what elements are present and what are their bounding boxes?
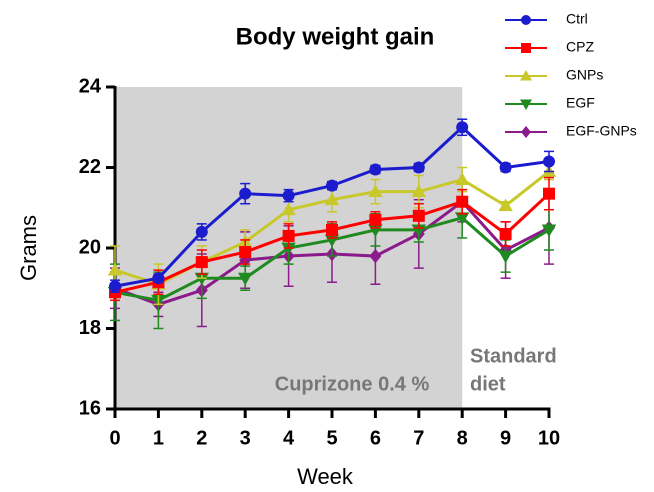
legend-marker: [521, 15, 531, 25]
annotation: diet: [470, 373, 506, 395]
data-point: [543, 155, 555, 168]
legend-label: EGF: [566, 95, 595, 111]
data-point: [239, 246, 252, 259]
data-point: [326, 179, 338, 192]
data-point: [411, 184, 426, 198]
data-point: [456, 195, 469, 208]
legend-label: GNPs: [566, 67, 603, 83]
data-point: [455, 172, 470, 185]
x-tick-label: 5: [326, 427, 337, 449]
data-point: [369, 248, 382, 264]
legend-marker: [521, 126, 531, 138]
data-point: [152, 272, 165, 285]
x-tick-label: 10: [538, 427, 560, 449]
data-point: [412, 209, 425, 222]
data-point: [456, 121, 469, 134]
data-point: [498, 250, 513, 264]
data-point: [369, 213, 382, 226]
chart-title: Body weight gain: [236, 23, 435, 50]
x-tick-label: 7: [413, 427, 424, 449]
annotation: Cuprizone 0.4 %: [275, 373, 430, 395]
x-tick-label: 8: [457, 427, 468, 449]
data-point: [282, 189, 295, 202]
data-point: [281, 242, 296, 256]
data-point: [368, 184, 383, 198]
x-tick-label: 9: [500, 427, 511, 449]
legend-marker: [520, 70, 532, 81]
y-tick-label: 24: [79, 75, 102, 97]
data-point: [412, 161, 425, 174]
legend-marker: [521, 43, 531, 53]
data-point: [282, 229, 295, 242]
legend-label: CPZ: [566, 39, 594, 55]
x-tick-label: 6: [370, 427, 381, 449]
data-point: [326, 223, 338, 236]
x-tick-label: 1: [153, 427, 164, 449]
data-point: [541, 224, 557, 238]
data-point: [194, 272, 209, 286]
x-tick-label: 3: [240, 427, 251, 449]
legend-marker: [520, 99, 532, 110]
x-axis-label: Week: [297, 464, 354, 489]
data-point: [369, 163, 382, 176]
y-tick-label: 16: [79, 397, 101, 419]
annotation: Standard: [470, 345, 557, 367]
y-tick-label: 18: [79, 317, 101, 339]
data-point: [324, 192, 340, 206]
data-point: [238, 272, 253, 286]
x-tick-label: 4: [283, 427, 295, 449]
data-point: [455, 212, 470, 226]
data-point: [109, 280, 121, 293]
y-tick-label: 22: [79, 156, 101, 178]
data-point: [543, 187, 555, 200]
y-tick-label: 20: [79, 236, 101, 258]
y-axis-label: Grams: [16, 215, 41, 281]
data-point: [195, 225, 208, 238]
legend-label: EGF-GNPs: [566, 123, 637, 139]
data-point: [107, 262, 123, 276]
x-tick-label: 0: [109, 427, 120, 449]
legend-label: Ctrl: [566, 11, 588, 27]
data-point: [498, 198, 513, 212]
data-point: [195, 256, 208, 269]
data-point: [499, 227, 512, 240]
data-point: [281, 202, 296, 216]
data-point: [239, 187, 252, 200]
x-tick-label: 2: [196, 427, 207, 449]
data-point: [499, 161, 512, 174]
